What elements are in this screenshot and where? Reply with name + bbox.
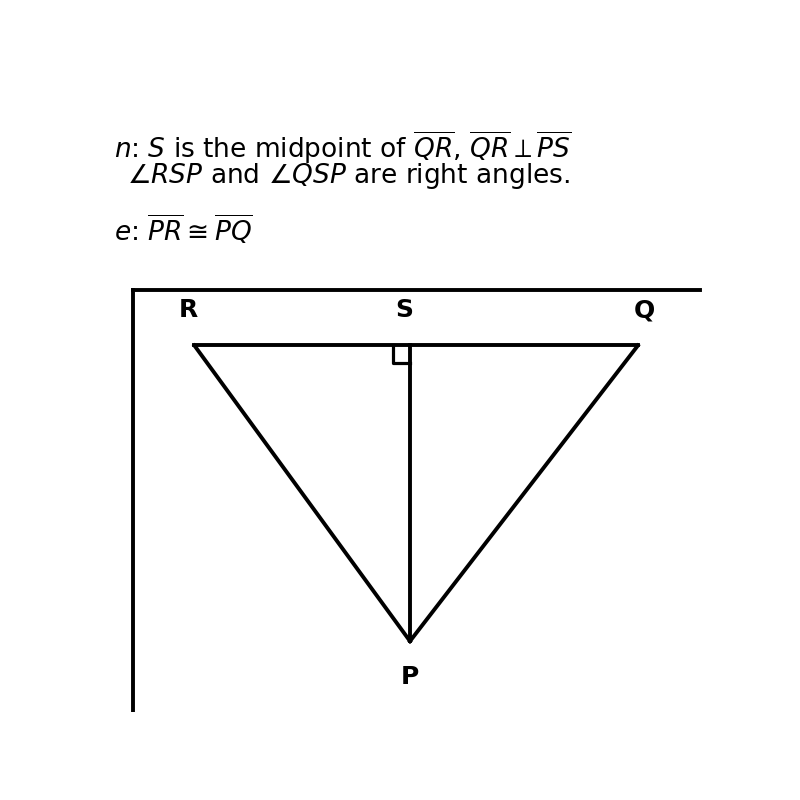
Text: $\mathit{n}$: $S$ is the midpoint of $\overline{QR}$, $\overline{QR} \perp \over: $\mathit{n}$: $S$ is the midpoint of $\o… <box>114 130 572 166</box>
Text: $\angle RSP$ and $\angle QSP$ are right angles.: $\angle RSP$ and $\angle QSP$ are right … <box>126 161 570 190</box>
Text: Q: Q <box>634 298 654 322</box>
Text: $\mathit{e}$: $\overline{PR} \cong \overline{PQ}$: $\mathit{e}$: $\overline{PR} \cong \over… <box>114 213 253 247</box>
Text: R: R <box>178 298 198 322</box>
Text: S: S <box>395 298 413 322</box>
Text: P: P <box>401 665 419 689</box>
